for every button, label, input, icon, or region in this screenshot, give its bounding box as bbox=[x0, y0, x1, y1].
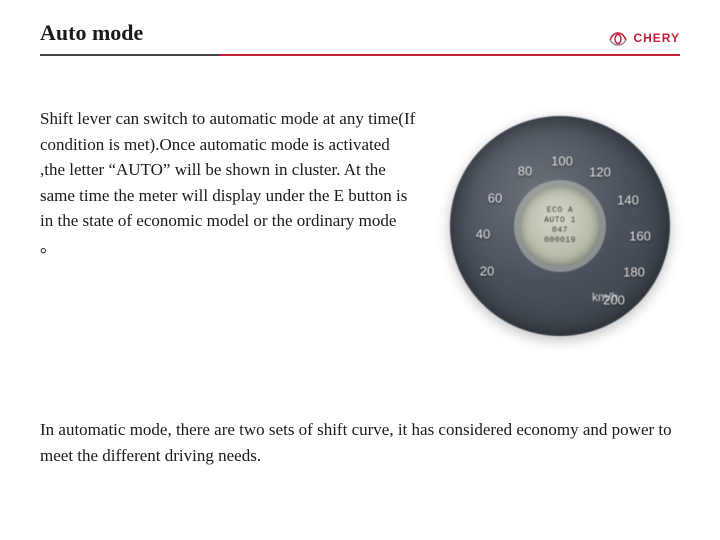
dial-number: 80 bbox=[518, 164, 532, 179]
lcd-line: 000019 bbox=[544, 236, 576, 246]
speedometer-image: ECO A AUTO 1 047 000019 km/h 20406080100… bbox=[440, 106, 680, 346]
speedometer-dial: ECO A AUTO 1 047 000019 km/h 20406080100… bbox=[450, 116, 670, 336]
speedometer-lcd: ECO A AUTO 1 047 000019 bbox=[520, 186, 600, 266]
chery-logo-icon bbox=[607, 30, 629, 46]
dial-number: 40 bbox=[476, 227, 490, 242]
lcd-line: AUTO 1 bbox=[544, 216, 576, 226]
dial-number: 140 bbox=[617, 193, 639, 208]
lcd-line: 047 bbox=[552, 226, 568, 236]
brand-text: CHERY bbox=[633, 31, 680, 45]
dial-number: 200 bbox=[603, 293, 625, 308]
page-title: Auto mode bbox=[40, 20, 143, 46]
dial-number: 20 bbox=[480, 264, 494, 279]
dial-number: 60 bbox=[488, 191, 502, 206]
lcd-line: ECO A bbox=[547, 206, 574, 216]
dial-number: 160 bbox=[629, 229, 651, 244]
brand-logo: CHERY bbox=[607, 30, 680, 46]
paragraph-footer: In automatic mode, there are two sets of… bbox=[40, 417, 680, 468]
dial-number: 180 bbox=[623, 265, 645, 280]
dial-number: 120 bbox=[589, 165, 611, 180]
dial-number: 100 bbox=[551, 154, 573, 169]
paragraph-main: Shift lever can switch to automatic mode… bbox=[40, 106, 416, 259]
